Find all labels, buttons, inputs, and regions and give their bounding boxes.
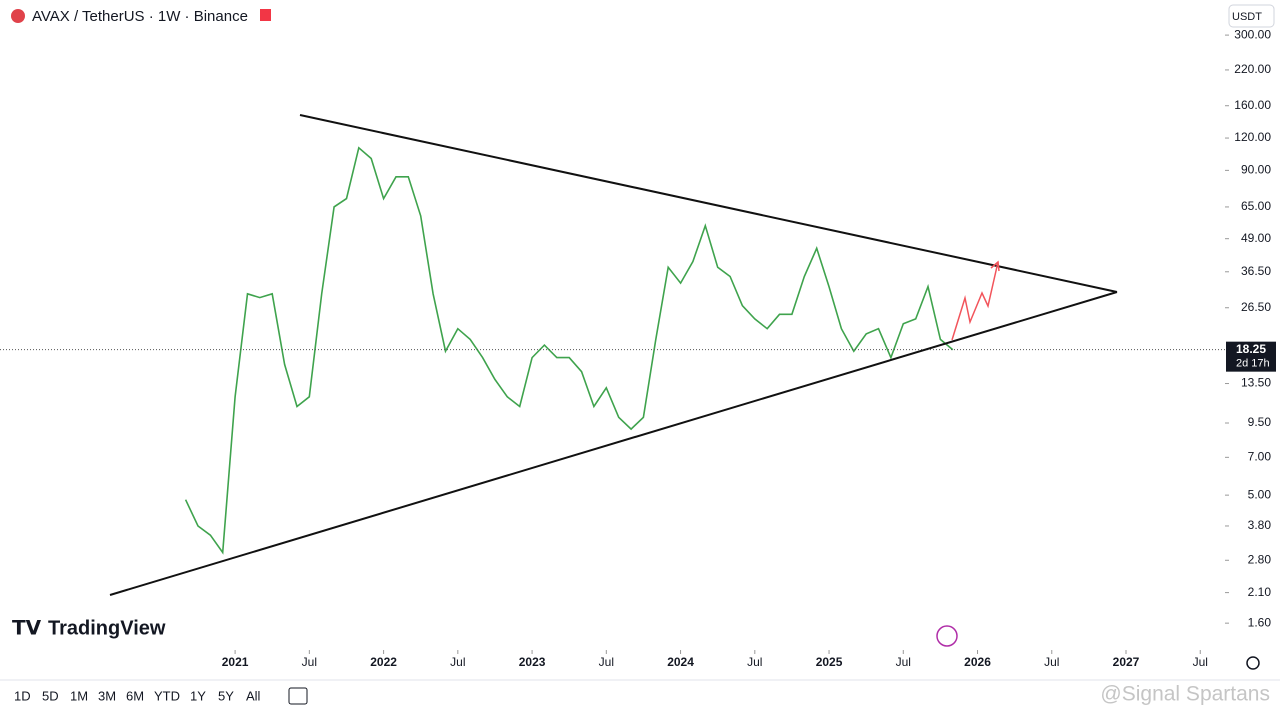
x-tick-label: 2027 <box>1113 655 1140 669</box>
y-tick-label: 7.00 <box>1248 449 1272 463</box>
y-tick-label: 3.80 <box>1248 518 1272 532</box>
watermark: @Signal Spartans <box>1100 683 1270 706</box>
currency-label[interactable]: USDT <box>1232 11 1262 23</box>
x-tick-label: Jul <box>302 655 317 669</box>
y-tick-label: 90.00 <box>1241 163 1271 177</box>
range-button[interactable]: 1M <box>70 688 88 703</box>
range-toolbar: 1D 5D 1M 3M 6M YTD 1Y 5Y All <box>14 688 261 703</box>
y-tick-label: 36.50 <box>1241 264 1271 278</box>
last-price-box <box>1226 341 1276 372</box>
y-tick-label: 2.10 <box>1248 585 1272 599</box>
range-button[interactable]: YTD <box>154 688 180 703</box>
range-button[interactable]: 3M <box>98 688 116 703</box>
y-tick-label: 300.00 <box>1234 27 1271 41</box>
range-button[interactable]: 5Y <box>218 688 234 703</box>
x-tick-label: 2022 <box>370 655 397 669</box>
event-icon[interactable] <box>936 625 958 647</box>
x-tick-label: 2024 <box>667 655 694 669</box>
y-tick-label: 49.00 <box>1241 231 1271 245</box>
x-tick-label: Jul <box>747 655 762 669</box>
range-button[interactable]: 1D <box>14 688 31 703</box>
range-button[interactable]: 6M <box>126 688 144 703</box>
range-button[interactable]: 5D <box>42 688 59 703</box>
x-tick-label: Jul <box>450 655 465 669</box>
x-tick-label: 2021 <box>222 655 249 669</box>
y-tick-label: 160.00 <box>1234 98 1271 112</box>
x-tick-label: 2025 <box>816 655 843 669</box>
y-tick-label: 120.00 <box>1234 130 1271 144</box>
y-tick-label: 9.50 <box>1248 415 1272 429</box>
projection-arrow <box>951 261 999 341</box>
x-tick-label: 2026 <box>964 655 991 669</box>
last-price-label: 18.25 <box>1236 342 1266 356</box>
range-button[interactable]: 1Y <box>190 688 206 703</box>
currency-button[interactable] <box>1228 4 1275 28</box>
arrow-head <box>990 260 1000 272</box>
x-tick-label: Jul <box>1044 655 1059 669</box>
branding: TradingView <box>48 617 166 639</box>
range-button[interactable]: All <box>246 688 261 703</box>
y-tick-label: 1.60 <box>1248 615 1272 629</box>
flag <box>260 9 271 21</box>
trendline-upper <box>299 114 1118 293</box>
y-tick-label: 65.00 <box>1241 199 1271 213</box>
trendline-lower <box>109 291 1118 596</box>
x-tick-label: 2023 <box>519 655 546 669</box>
price-line <box>184 146 954 555</box>
symbol-title: AVAX / TetherUS · 1W · Binance <box>32 8 248 25</box>
x-tick-label: Jul <box>599 655 614 669</box>
y-tick-label: 26.50 <box>1241 300 1271 314</box>
y-tick-label: 2.80 <box>1248 552 1272 566</box>
x-tick-label: Jul <box>896 655 911 669</box>
countdown-label: 2d 17h <box>1236 358 1270 370</box>
y-tick-label: 5.00 <box>1248 487 1272 501</box>
plot-area: 300.00 220.00 160.00 120.00 90.00 65.00 49.00 3… <box>0 27 1276 669</box>
y-tick-label: 13.50 <box>1241 376 1271 390</box>
x-tick-label: Jul <box>1193 655 1208 669</box>
tv-logo-mark: 𝗧𝗩 <box>12 617 42 639</box>
symbol-icon <box>11 9 25 23</box>
date-range-icon[interactable] <box>288 687 308 705</box>
y-tick-label: 220.00 <box>1234 62 1271 76</box>
settings-icon[interactable] <box>1246 656 1260 670</box>
